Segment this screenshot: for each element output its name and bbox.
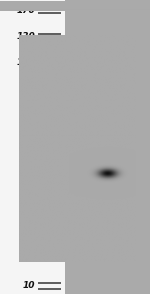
Text: 170: 170 <box>16 6 35 15</box>
Text: 15: 15 <box>23 242 35 251</box>
Bar <box>0 0 64 294</box>
Text: 70: 70 <box>23 92 35 101</box>
Text: 40: 40 <box>23 147 35 156</box>
Bar <box>64 0 150 294</box>
Text: 130: 130 <box>16 32 35 41</box>
Text: 10: 10 <box>23 281 35 290</box>
Text: 100: 100 <box>16 58 35 67</box>
Text: 25: 25 <box>23 193 35 201</box>
Text: 35: 35 <box>23 160 35 169</box>
Text: 55: 55 <box>23 116 35 125</box>
